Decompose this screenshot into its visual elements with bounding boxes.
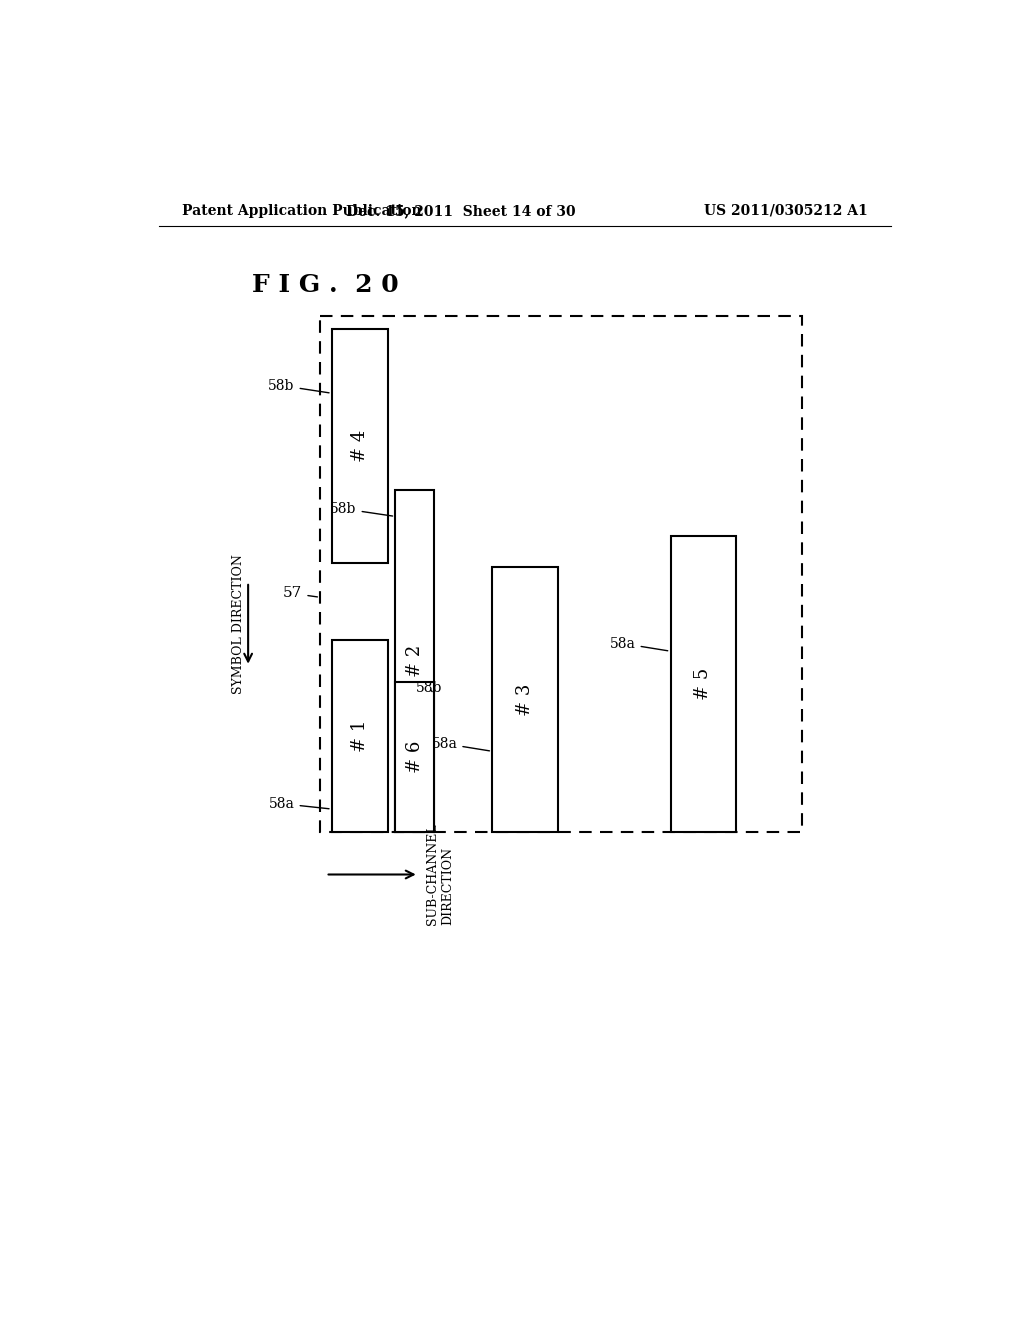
Bar [332,640,388,832]
Text: 57: 57 [283,586,317,601]
Bar [395,682,434,832]
Text: # 6: # 6 [406,741,424,774]
Text: 58a: 58a [268,797,329,810]
Text: 58b: 58b [268,379,329,393]
Bar [671,536,736,832]
Text: SYMBOL DIRECTION: SYMBOL DIRECTION [232,554,246,694]
Text: F I G .  2 0: F I G . 2 0 [252,273,398,297]
Text: # 4: # 4 [351,430,369,462]
Text: 58b: 58b [331,502,392,516]
Text: 58a: 58a [431,737,489,751]
Text: # 1: # 1 [351,719,369,752]
Text: Dec. 15, 2011  Sheet 14 of 30: Dec. 15, 2011 Sheet 14 of 30 [346,203,577,218]
Bar [493,566,558,832]
Text: # 3: # 3 [516,684,535,715]
Bar [395,490,434,832]
Bar [332,330,388,562]
Text: 58a: 58a [609,636,668,651]
Text: SUB-CHANNEL
DIRECTION: SUB-CHANNEL DIRECTION [426,824,455,925]
Text: # 5: # 5 [694,668,713,700]
Text: US 2011/0305212 A1: US 2011/0305212 A1 [705,203,868,218]
Text: # 2: # 2 [406,644,424,677]
Text: 58b: 58b [416,681,442,696]
Bar [321,317,802,832]
Text: Patent Application Publication: Patent Application Publication [182,203,422,218]
